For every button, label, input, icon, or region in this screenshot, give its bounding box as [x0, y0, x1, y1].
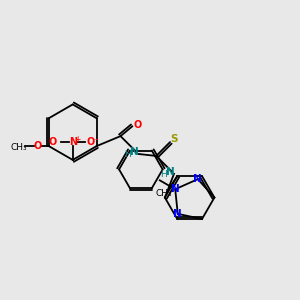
Text: H: H — [124, 151, 131, 160]
Text: O: O — [34, 141, 42, 151]
Text: -: - — [95, 134, 98, 144]
Text: O: O — [86, 137, 95, 147]
Text: CH₃: CH₃ — [11, 142, 27, 152]
Text: +: + — [74, 135, 81, 144]
Text: S: S — [170, 134, 178, 144]
Text: O: O — [133, 120, 142, 130]
Text: N: N — [130, 147, 139, 157]
Text: N: N — [173, 209, 182, 219]
Text: O: O — [49, 137, 57, 147]
Text: N: N — [171, 184, 180, 194]
Text: CH₃: CH₃ — [155, 189, 172, 198]
Text: H: H — [160, 170, 166, 179]
Text: N: N — [69, 137, 77, 147]
Text: N: N — [194, 174, 202, 184]
Text: N: N — [166, 167, 174, 177]
